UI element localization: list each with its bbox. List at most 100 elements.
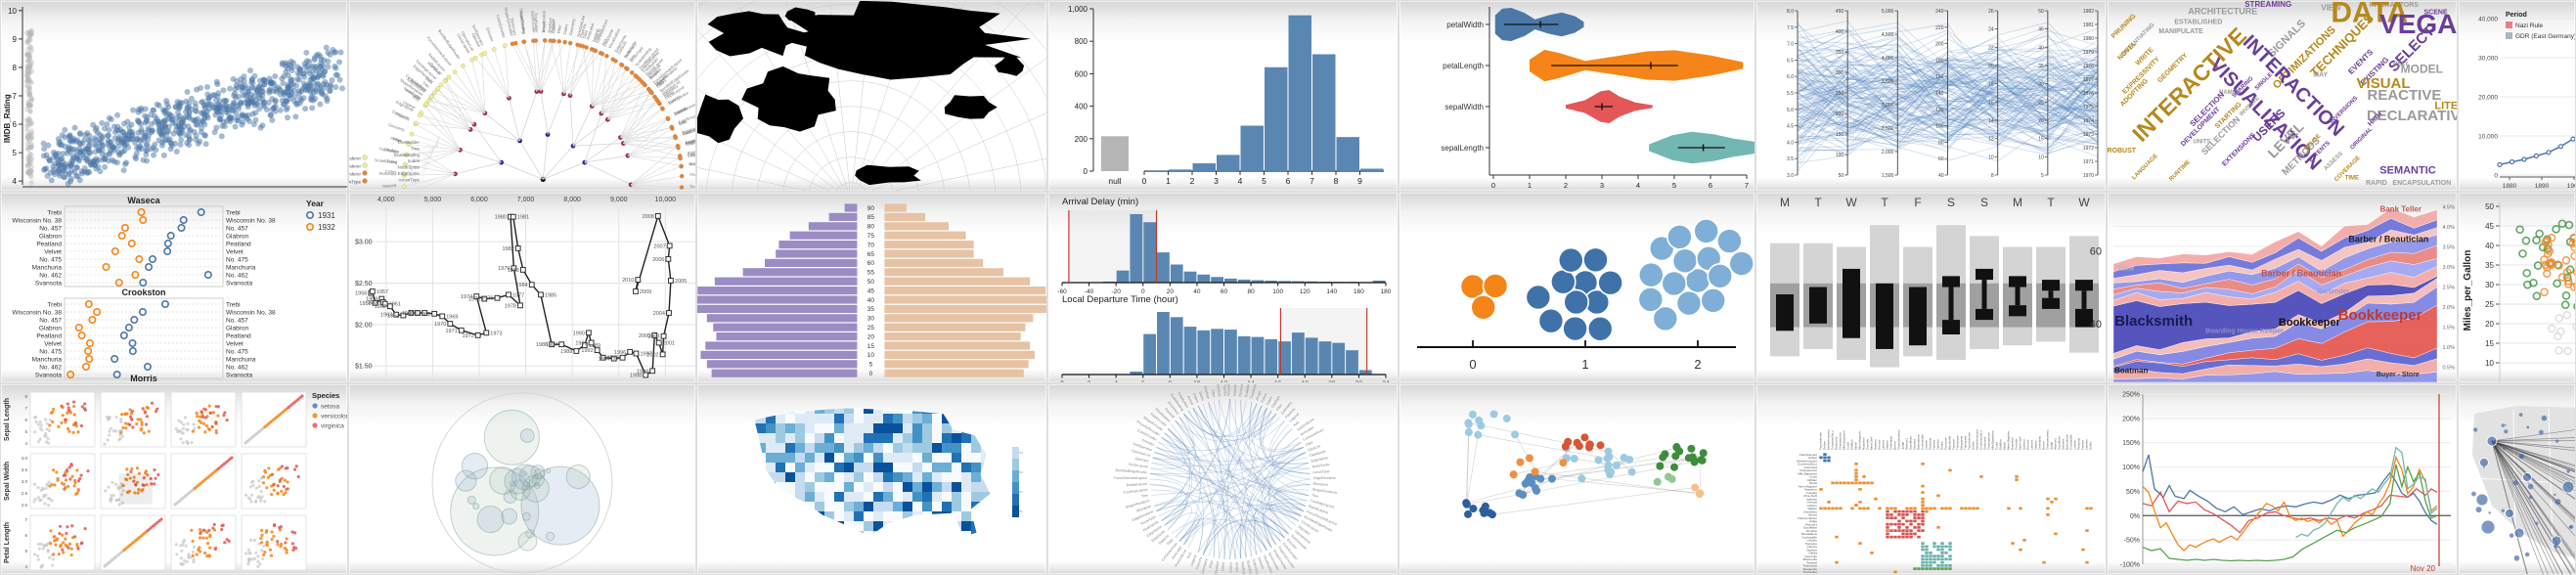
svg-text:RadialLayout: RadialLayout (1127, 482, 1147, 487)
svg-text:4,000: 4,000 (378, 197, 395, 203)
svg-text:7.5: 7.5 (1787, 25, 1794, 31)
svg-text:120: 120 (1300, 288, 1310, 295)
svg-text:Arrays: Arrays (1186, 395, 1194, 406)
svg-text:40: 40 (2485, 242, 2494, 250)
thumbnail-scatter-null[interactable]: 4 5 6 7 8 9 10 IMDB_Rating (1, 1, 347, 191)
svg-text:ShapeRenderer: ShapeRenderer (1126, 499, 1151, 509)
svg-text:Axis: Axis (600, 37, 608, 46)
thumbnail-crossfilter-flights[interactable]: Arrival Delay (min) -60 -40 -20 0 20 40 60 80 100… (1048, 193, 1398, 382)
thumbnail-barley-trellis[interactable]: Waseca Trebi Trebi Wisconsin No. 38 Wisconsi… (1, 193, 347, 382)
svg-text:Cochepaille: Cochepaille (1801, 535, 1817, 539)
svg-text:65: 65 (867, 251, 875, 258)
svg-text:FlareVis: FlareVis (395, 111, 410, 121)
svg-text:S: S (1947, 196, 1955, 209)
svg-text:Zephine: Zephine (1806, 548, 1817, 552)
svg-text:Period: Period (2506, 12, 2527, 19)
svg-text:Velvet: Velvet (226, 249, 244, 256)
svg-text:16: 16 (1274, 380, 1282, 382)
thumbnail-driving-shifts[interactable]: 4,000 5,000 6,000 7,000 8,000 9,000 10,000 $3.0… (349, 193, 695, 382)
svg-text:1970: 1970 (434, 322, 446, 328)
svg-text:6: 6 (1141, 380, 1145, 382)
svg-text:DataUtil: DataUtil (1257, 556, 1265, 570)
svg-text:ASSESS: ASSESS (2324, 151, 2344, 171)
svg-text:2.5: 2.5 (22, 491, 28, 496)
svg-text:Wisconsin No. 38: Wisconsin No. 38 (226, 218, 276, 225)
thumbnail-stock-index[interactable]: 250% 200% 150% 100% 50% 0% -50% -100% Nov 20 (2108, 384, 2457, 574)
svg-text:12: 12 (1221, 380, 1228, 382)
svg-text:Data: Data (1166, 538, 1174, 546)
svg-text:DataSprite: DataSprite (685, 137, 695, 146)
thumbnail-parallel-coordinates[interactable]: 3.0 3.5 4.0 4.5 5.0 5.5 6.0 6.5 7.0 7.5 8.0 50 100 15… (1756, 1, 2106, 191)
svg-text:Napoleon: Napoleon (2011, 437, 2015, 450)
svg-text:Thenardier: Thenardier (1802, 570, 1817, 574)
svg-text:1961: 1961 (389, 302, 401, 308)
svg-text:Champmathieu: Champmathieu (1897, 429, 1901, 450)
svg-text:45: 45 (867, 288, 875, 294)
svg-text:Isabeau: Isabeau (2022, 439, 2026, 450)
thumbnail-word-cloud[interactable]: ARCHITECTURE STREAMING INTERACTORS SCENE EST… (2108, 1, 2457, 191)
svg-text:Myriel: Myriel (1854, 442, 1858, 450)
thumbnail-job-voyager[interactable]: 4.5% 4.0% 3.5% 3.0% 2.5% 2.0% 1.5% 1.0% 0.5% Blac… (2108, 193, 2457, 382)
svg-text:1880: 1880 (2503, 183, 2517, 190)
svg-text:200: 200 (1075, 135, 1088, 144)
svg-text:MotherInnocent: MotherInnocent (1976, 429, 1979, 450)
svg-text:AxisLabel: AxisLabel (685, 137, 695, 146)
thumbnail-airport-connections[interactable] (2459, 384, 2575, 574)
svg-text:DataUtil: DataUtil (1232, 384, 1237, 396)
svg-text:Colors: Colors (1192, 392, 1200, 403)
svg-text:85: 85 (867, 214, 875, 221)
svg-text:Valjean: Valjean (2034, 440, 2038, 450)
thumbnail-violin-plot[interactable]: 0 1 2 3 4 5 6 7 petalWidth petalLength sepalWidth s… (1399, 1, 1754, 191)
splom-iris-chart: Sepal Length 8 7 6 5 4 Sepal Width 4.0 3.5 3.0 2.5… (4, 391, 347, 571)
thumbnail-population-pyramid[interactable]: 0 5 10 15 20 25 30 35 40 45 50 55 60 65 70 75 80 85 90 (697, 193, 1046, 382)
crossfilter-flights-chart: Arrival Delay (min)-60 -40 -20 0 20 40 60 80 100… (1057, 197, 1392, 382)
svg-text:Dahlia: Dahlia (1940, 441, 1944, 450)
thumbnail-mpg-scatter[interactable]: 50 45 40 35 30 25 20 15 10 Miles_per_Gallon (2459, 193, 2575, 382)
svg-text:sepalLength: sepalLength (1441, 144, 1484, 153)
svg-text:180: 180 (1381, 288, 1392, 295)
svg-text:140: 140 (1935, 91, 1944, 97)
svg-text:T: T (1814, 196, 1822, 209)
thumbnail-edge-bundling[interactable]: Visualization DataUtil Dictionary ScaleBind… (1048, 384, 1398, 574)
thumbnail-weekly-weather[interactable]: M T W T F S S M T W 60 40 (1756, 193, 2106, 382)
svg-text:3,500: 3,500 (1882, 79, 1894, 85)
thumbnail-circle-packing[interactable] (349, 384, 695, 574)
svg-text:Trebi: Trebi (226, 210, 241, 217)
svg-text:1994: 1994 (599, 357, 610, 363)
svg-text:1974: 1974 (461, 294, 472, 300)
svg-text:5: 5 (13, 149, 18, 157)
svg-text:Waseca: Waseca (127, 196, 160, 205)
svg-text:4: 4 (24, 441, 27, 446)
thumbnail-lesmis-matrix[interactable]: Fauchelevent Gribier MotherInnocent Countes… (1756, 384, 2106, 574)
svg-text:Buyer - Store: Buyer - Store (2376, 372, 2420, 378)
svg-text:Dahlia: Dahlia (2089, 441, 2093, 450)
thumbnail-world-map[interactable] (697, 1, 1046, 191)
svg-text:$1.50: $1.50 (355, 364, 373, 371)
thumbnail-force-directed[interactable] (1399, 384, 1754, 574)
thumbnail-count-dot-plot[interactable]: 0 1 2 (1399, 193, 1754, 382)
thumbnail-histogram-null[interactable]: 0 200 400 600 800 1,000 null 0 1 2 3 4 5 6 7 8 9 (1048, 1, 1398, 191)
violin-plot-chart: 0 1 2 3 4 5 6 7 petalWidth petalLength sepalWidth s… (1441, 7, 1754, 190)
svg-text:Wisconsin No. 38: Wisconsin No. 38 (12, 310, 62, 317)
svg-text:Chenildieu: Chenildieu (1889, 435, 1893, 450)
svg-text:Colors: Colors (1229, 562, 1233, 573)
mpg-scatter-chart: 50 45 40 35 30 25 20 15 10 Miles_per_Gallon (2463, 202, 2575, 382)
svg-text:10: 10 (8, 7, 17, 16)
thumbnail-radial-tree[interactable]: VisualizationDataUtilDictionaryScaleBind… (349, 1, 695, 191)
svg-text:4,000: 4,000 (1882, 56, 1894, 62)
thumbnail-splom-iris[interactable]: Sepal Length 8 7 6 5 4 Sepal Width 4.0 3.5 3.0 2.5… (1, 384, 347, 574)
svg-text:EdgeRenderer: EdgeRenderer (688, 148, 695, 156)
svg-text:10: 10 (867, 352, 875, 359)
svg-text:Wisconsin No. 38: Wisconsin No. 38 (226, 310, 276, 317)
svg-text:250: 250 (1836, 91, 1844, 97)
thumbnail-county-choropleth[interactable] (697, 384, 1046, 574)
svg-text:ArrowType: ArrowType (398, 177, 420, 182)
svg-text:1900: 1900 (2567, 183, 2575, 190)
svg-text:1962: 1962 (375, 304, 386, 310)
svg-text:Morris: Morris (130, 374, 157, 382)
thumbnail-falkensee-population[interactable]: 40,000 30,000 20,000 10,000 0 1880 1890 1900 Per… (2459, 1, 2575, 191)
svg-text:ScaleBinding: ScaleBinding (1246, 560, 1254, 574)
svg-text:2: 2 (1564, 181, 1568, 190)
job-voyager-chart: 4.5% 4.0% 3.5% 3.0% 2.5% 2.0% 1.5% 1.0% 0.5% Blac… (2112, 204, 2455, 382)
svg-text:30: 30 (2485, 281, 2494, 289)
